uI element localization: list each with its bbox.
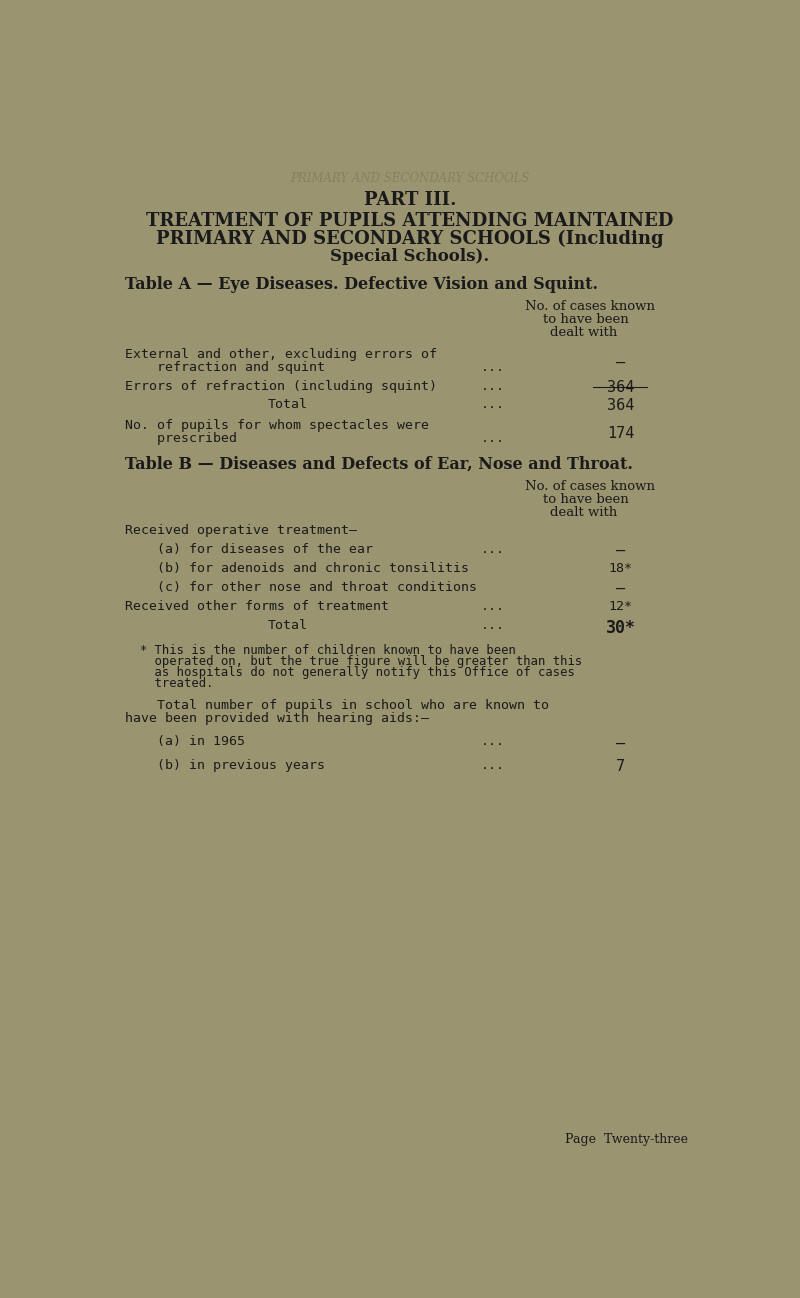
Text: to have been: to have been (543, 313, 629, 326)
Text: ...: ... (482, 543, 506, 556)
Text: dealt with: dealt with (550, 326, 618, 339)
Text: No. of pupils for whom spectacles were: No. of pupils for whom spectacles were (125, 419, 429, 432)
Text: —: — (616, 580, 626, 596)
Text: ...: ... (482, 619, 506, 632)
Text: Table B — Diseases and Defects of Ear, Nose and Throat.: Table B — Diseases and Defects of Ear, N… (125, 456, 633, 472)
Text: —: — (616, 736, 626, 750)
Text: have been provided with hearing aids:—: have been provided with hearing aids:— (125, 713, 429, 726)
Text: ...: ... (482, 361, 506, 374)
Text: TREATMENT OF PUPILS ATTENDING MAINTAINED: TREATMENT OF PUPILS ATTENDING MAINTAINED (146, 212, 674, 230)
Text: (a) in 1965: (a) in 1965 (125, 736, 245, 749)
Text: No. of cases known: No. of cases known (525, 300, 654, 313)
Text: Total number of pupils in school who are known to: Total number of pupils in school who are… (125, 700, 549, 713)
Text: ...: ... (482, 397, 506, 410)
Text: ...: ... (482, 736, 506, 749)
Text: refraction and squint: refraction and squint (125, 361, 325, 374)
Text: (c) for other nose and throat conditions: (c) for other nose and throat conditions (125, 580, 477, 593)
Text: 7: 7 (616, 759, 626, 775)
Text: Received other forms of treatment: Received other forms of treatment (125, 600, 389, 613)
Text: Page  Twenty-three: Page Twenty-three (565, 1133, 688, 1146)
Text: Special Schools).: Special Schools). (330, 248, 490, 265)
Text: —: — (616, 354, 626, 370)
Text: (b) in previous years: (b) in previous years (125, 759, 325, 772)
Text: treated.: treated. (125, 678, 214, 691)
Text: 30*: 30* (606, 619, 636, 636)
Text: ...: ... (482, 600, 506, 613)
Text: (b) for adenoids and chronic tonsilitis: (b) for adenoids and chronic tonsilitis (125, 562, 469, 575)
Text: 364: 364 (607, 379, 634, 395)
Text: as hospitals do not generally notify this Office of cases: as hospitals do not generally notify thi… (125, 666, 574, 679)
Text: dealt with: dealt with (550, 505, 618, 519)
Text: PRIMARY AND SECONDARY SCHOOLS: PRIMARY AND SECONDARY SCHOOLS (290, 171, 530, 184)
Text: —: — (616, 543, 626, 558)
Text: ...: ... (482, 759, 506, 772)
Text: No. of cases known: No. of cases known (525, 479, 654, 492)
Text: PRIMARY AND SECONDARY SCHOOLS (Including: PRIMARY AND SECONDARY SCHOOLS (Including (156, 230, 664, 248)
Text: 174: 174 (607, 426, 634, 440)
Text: to have been: to have been (543, 492, 629, 506)
Text: 12*: 12* (609, 600, 633, 613)
Text: External and other, excluding errors of: External and other, excluding errors of (125, 348, 437, 361)
Text: 364: 364 (607, 397, 634, 413)
Text: Total: Total (267, 397, 307, 410)
Text: prescribed: prescribed (125, 432, 237, 445)
Text: Table A — Eye Diseases. Defective Vision and Squint.: Table A — Eye Diseases. Defective Vision… (125, 275, 598, 292)
Text: Errors of refraction (including squint): Errors of refraction (including squint) (125, 379, 437, 392)
Text: (a) for diseases of the ear: (a) for diseases of the ear (125, 543, 373, 556)
Text: Received operative treatment—: Received operative treatment— (125, 523, 357, 536)
Text: PART III.: PART III. (364, 191, 456, 209)
Text: * This is the number of children known to have been: * This is the number of children known t… (125, 645, 516, 658)
Text: ...: ... (482, 379, 506, 392)
Text: ...: ... (482, 432, 506, 445)
Text: operated on, but the true figure will be greater than this: operated on, but the true figure will be… (125, 655, 582, 668)
Text: Total: Total (267, 619, 307, 632)
Text: 18*: 18* (609, 562, 633, 575)
